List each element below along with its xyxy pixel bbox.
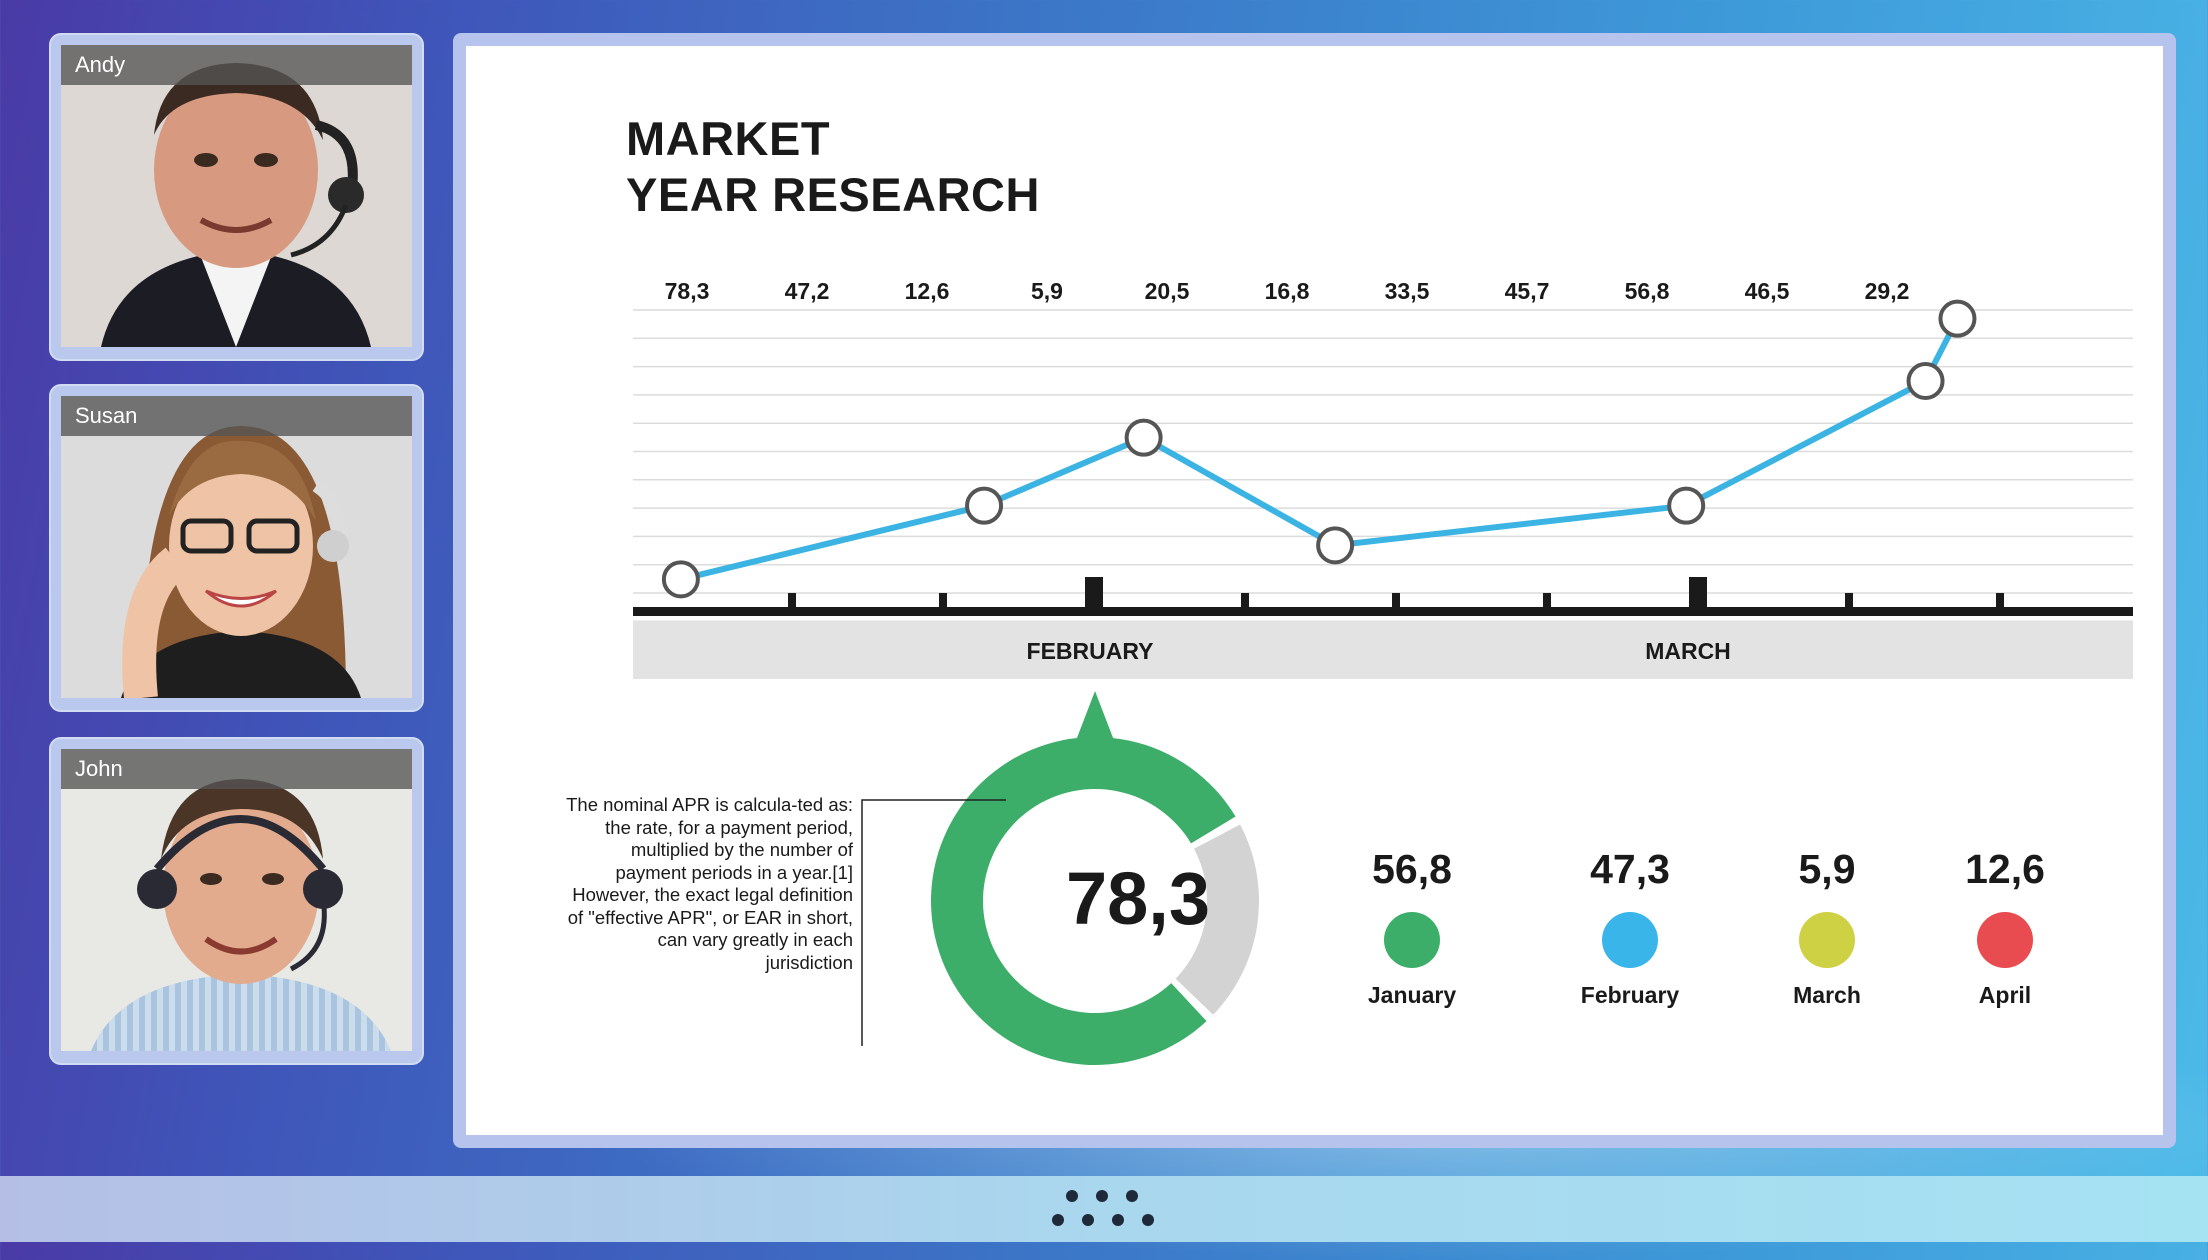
- presentation-board: MARKET YEAR RESEARCH 78,3 47,2 12,6 5,9 20,5…: [453, 33, 2176, 1148]
- donut-segment-remaining: [1175, 824, 1259, 1015]
- top-value-label: 56,8: [1625, 278, 1670, 304]
- axis-tick: [1996, 593, 2004, 611]
- legend-item-april: 12,6 April: [1905, 846, 2105, 1009]
- legend-color-dot: [1977, 912, 2033, 968]
- legend-label: February: [1580, 982, 1680, 1008]
- participant-video-john: John: [61, 749, 412, 1051]
- data-point: [1906, 362, 1945, 400]
- participant-tile-andy[interactable]: Andy: [49, 33, 424, 361]
- slide: MARKET YEAR RESEARCH 78,3 47,2 12,6 5,9 20,5…: [466, 46, 2163, 1135]
- month-band: [633, 621, 2133, 679]
- participant-name: Susan: [61, 396, 412, 436]
- legend-item-march: 5,9 March: [1727, 846, 1927, 1009]
- legend-label: March: [1793, 982, 1861, 1008]
- axis-tick: [1845, 593, 1853, 611]
- participant-name: Andy: [61, 45, 412, 85]
- legend-item-february: 47,3 February: [1530, 846, 1730, 1009]
- participant-video-andy: Andy: [61, 45, 412, 347]
- data-point: [661, 560, 700, 599]
- top-value-label: 78,3: [665, 278, 710, 304]
- donut-center-value: 78,3: [1065, 857, 1211, 940]
- legend-value: 47,3: [1590, 846, 1670, 892]
- legend-color-dot: [1602, 912, 1658, 968]
- top-value-label: 20,5: [1145, 278, 1190, 304]
- axis-tick: [1689, 577, 1707, 611]
- axis-tick: [788, 593, 796, 611]
- top-value-label: 47,2: [785, 278, 830, 304]
- donut-pointer: [1075, 691, 1115, 743]
- data-point: [965, 486, 1004, 525]
- legend-item-january: 56,8 January: [1312, 846, 1512, 1009]
- donut-segment-value: [931, 737, 1236, 1065]
- axis-tick: [1241, 593, 1249, 611]
- axis-tick: [1085, 577, 1103, 611]
- axis-tick: [939, 593, 947, 611]
- participant-name: John: [61, 749, 412, 789]
- axis-tick: [1543, 593, 1551, 611]
- participant-video-susan: Susan: [61, 396, 412, 698]
- top-value-label: 16,8: [1265, 278, 1310, 304]
- legend-label: January: [1367, 982, 1457, 1008]
- legend-color-dot: [1799, 912, 1855, 968]
- top-value-label: 46,5: [1745, 278, 1790, 304]
- top-value-label: 33,5: [1385, 278, 1430, 304]
- market-chart: 78,3 47,2 12,6 5,9 20,5 16,8 33,5 45,7 56,8 46,5 2…: [633, 278, 2133, 1065]
- note-callout-line: [861, 799, 1006, 1046]
- participant-avatar-andy: [61, 45, 412, 347]
- legend-value: 12,6: [1965, 846, 2045, 892]
- month-label: MARCH: [1645, 638, 1731, 664]
- title-line-1: MARKET: [626, 112, 831, 165]
- data-point: [1667, 486, 1706, 525]
- month-label: FEBRUARY: [1027, 638, 1154, 664]
- data-point: [1316, 526, 1355, 565]
- data-point: [1124, 418, 1163, 457]
- top-value-label: 29,2: [1865, 278, 1910, 304]
- legend-value: 5,9: [1798, 846, 1856, 892]
- legend-value: 56,8: [1372, 846, 1452, 892]
- participant-tile-susan[interactable]: Susan: [49, 384, 424, 712]
- participant-avatar-susan: [61, 396, 412, 698]
- apr-note-text: The nominal APR is calcula-ted as: the r…: [566, 794, 853, 973]
- bottom-control-bar: [0, 1176, 2208, 1242]
- legend-label: April: [1978, 982, 2032, 1008]
- top-value-label: 5,9: [1031, 278, 1063, 304]
- legend-color-dot: [1384, 912, 1440, 968]
- slide-title: MARKET YEAR RESEARCH: [626, 111, 1040, 223]
- top-value-label: 12,6: [905, 278, 950, 304]
- x-axis-line: [633, 607, 2133, 616]
- more-options-dots-icon[interactable]: [1040, 1186, 1168, 1232]
- data-point: [1938, 299, 1977, 338]
- top-value-label: 45,7: [1505, 278, 1550, 304]
- axis-tick: [1392, 593, 1400, 611]
- title-line-2: YEAR RESEARCH: [626, 168, 1040, 221]
- participant-tile-john[interactable]: John: [49, 737, 424, 1065]
- participant-avatar-john: [61, 749, 412, 1051]
